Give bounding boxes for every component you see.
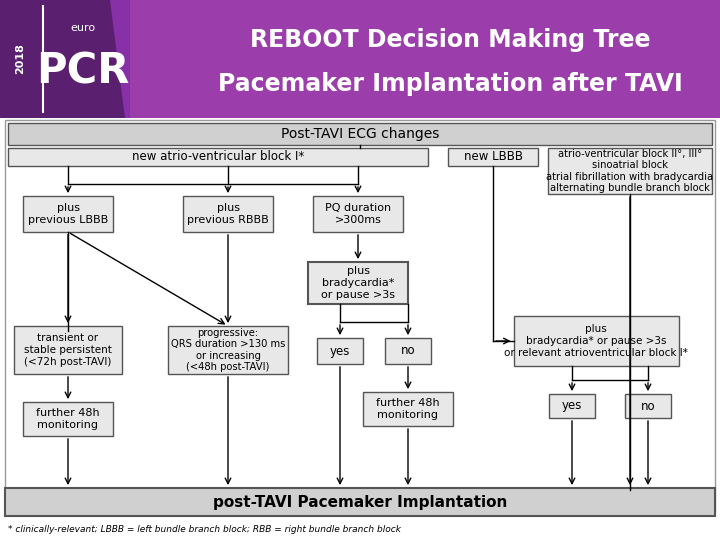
Text: Pacemaker Implantation after TAVI: Pacemaker Implantation after TAVI (217, 72, 683, 96)
Text: REBOOT Decision Making Tree: REBOOT Decision Making Tree (250, 28, 650, 52)
Text: PQ duration
>300ms: PQ duration >300ms (325, 203, 391, 225)
Bar (23, 402, 113, 436)
Bar (5, 488, 715, 516)
Bar (625, 394, 671, 418)
Bar (183, 196, 273, 232)
Text: * clinically-relevant; LBBB = left bundle branch block; RBB = right bundle branc: * clinically-relevant; LBBB = left bundl… (8, 525, 401, 535)
Bar (8, 123, 712, 145)
Text: further 48h
monitoring: further 48h monitoring (376, 398, 440, 420)
Bar (363, 392, 453, 426)
Text: 2018: 2018 (15, 44, 25, 75)
Bar (5, 120, 715, 512)
Text: further 48h
monitoring: further 48h monitoring (36, 408, 100, 430)
Polygon shape (130, 0, 160, 118)
Bar (549, 394, 595, 418)
Text: PCR: PCR (36, 51, 130, 93)
Bar (448, 148, 538, 166)
Text: yes: yes (330, 345, 350, 357)
Bar (548, 148, 712, 194)
Text: plus
bradycardia*
or pause >3s: plus bradycardia* or pause >3s (321, 266, 395, 300)
Text: transient or
stable persistent
(<72h post-TAVI): transient or stable persistent (<72h pos… (24, 333, 112, 367)
Bar (313, 196, 403, 232)
Text: euro: euro (71, 23, 96, 33)
Bar (23, 196, 113, 232)
Text: yes: yes (562, 400, 582, 413)
Bar (317, 338, 363, 364)
Bar (0, 0, 130, 118)
Text: progressive:
QRS duration >130 ms
or increasing
(<48h post-TAVI): progressive: QRS duration >130 ms or inc… (171, 328, 285, 373)
Text: Post-TAVI ECG changes: Post-TAVI ECG changes (281, 127, 439, 141)
Text: plus
previous LBBB: plus previous LBBB (28, 203, 108, 225)
Text: atrio-ventricular block II°, III°
sinoatrial block
atrial fibrillation with brad: atrio-ventricular block II°, III° sinoat… (546, 148, 714, 193)
Bar (0, 0, 720, 118)
Text: post-TAVI Pacemaker Implantation: post-TAVI Pacemaker Implantation (213, 495, 507, 510)
Text: new LBBB: new LBBB (464, 151, 523, 164)
Bar (308, 262, 408, 304)
Text: plus
previous RBBB: plus previous RBBB (187, 203, 269, 225)
Bar (8, 148, 428, 166)
Bar (14, 326, 122, 374)
Bar (513, 316, 678, 366)
Polygon shape (110, 0, 130, 118)
Bar (168, 326, 288, 374)
Text: no: no (641, 400, 655, 413)
Text: new atrio-ventricular block I*: new atrio-ventricular block I* (132, 151, 304, 164)
Bar (385, 338, 431, 364)
Text: plus
bradycardia* or pause >3s
or relevant atrioventricular block I*: plus bradycardia* or pause >3s or releva… (504, 325, 688, 357)
Text: no: no (401, 345, 415, 357)
